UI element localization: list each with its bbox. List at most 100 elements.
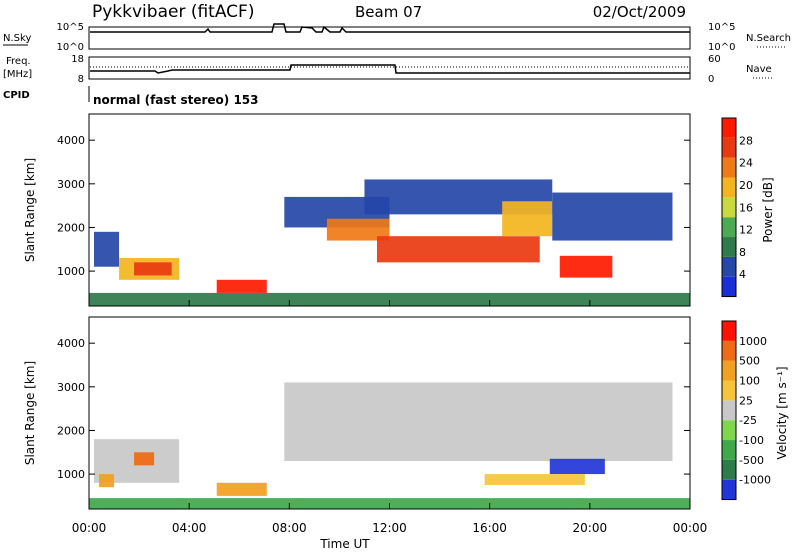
cpid-text: normal (fast stereo) 153 (93, 93, 259, 107)
velocity-echo-region-1 (99, 474, 115, 488)
noise-sky-trace (90, 23, 690, 33)
power-ytick-label: 2000 (57, 221, 85, 234)
power-colorbar-tick: 4 (739, 268, 746, 281)
velocity-echo-region-2 (134, 452, 155, 466)
x-tick-label: 20:00 (573, 521, 608, 535)
velocity-ytick-label: 2000 (57, 424, 85, 437)
power-ytick-label: 3000 (57, 178, 85, 191)
power-colorbar-tick: 16 (739, 201, 753, 214)
x-tick-label: 12:00 (372, 521, 407, 535)
x-tick-label: 00:00 (72, 521, 107, 535)
velocity-colorbar-frame (721, 320, 737, 501)
velocity-colorbar-segment (722, 360, 736, 381)
noise-left-tick-top: 10^5 (57, 22, 84, 33)
x-tick-label: 16:00 (472, 521, 507, 535)
x-axis-label: Time UT (319, 537, 370, 551)
power-echo-region-6 (376, 236, 540, 263)
velocity-colorbar-tick: 25 (739, 394, 753, 407)
nave-label: Nave (746, 64, 772, 75)
power-echo-region-2 (134, 262, 172, 276)
velocity-echo-region-4 (284, 382, 673, 461)
freq-left-tick-top: 18 (71, 54, 84, 65)
power-colorbar-tick: 24 (739, 157, 753, 170)
power-colorbar-segment (722, 237, 736, 257)
velocity-colorbar: 1000 500 100 25 -25 -100 -500 -1000 (721, 320, 771, 501)
power-colorbar-segment (722, 118, 736, 138)
power-colorbar-tick: 20 (739, 179, 753, 192)
x-tick-label: 08:00 (272, 521, 307, 535)
velocity-colorbar-segment (722, 340, 736, 361)
power-colorbar-tick: 8 (739, 246, 746, 259)
freq-label-line1: Freq. (6, 56, 31, 67)
noise-panel: N.Sky 10^5 10^0 10^5 10^0 N.Search (3, 22, 791, 53)
power-colorbar-segment (722, 157, 736, 178)
power-colorbar-tick: 28 (739, 134, 753, 147)
power-y-ticks: 1000 2000 3000 4000 (57, 134, 690, 278)
power-colorbar-tick: 12 (739, 224, 753, 237)
velocity-colorbar-segment (722, 440, 736, 460)
frequency-trace (90, 64, 690, 74)
frequency-panel: Freq. [MHz] 18 8 60 0 Nave (3, 54, 774, 85)
station-title: Pykkvibaer (fitACF) (92, 2, 254, 22)
power-ytick-label: 4000 (57, 134, 85, 147)
noise-sky-label: N.Sky (3, 33, 31, 44)
power-ytick-label: 1000 (57, 265, 85, 278)
power-colorbar-segment (722, 177, 736, 198)
velocity-colorbar-label: Velocity [m s⁻¹] (775, 366, 789, 459)
noise-right-tick-top: 10^5 (708, 22, 735, 33)
velocity-panel: 1000 2000 3000 4000 Slant Range [km] 1000 50… (23, 316, 789, 510)
velocity-heatmap (89, 382, 690, 509)
date-label: 02/Oct/2009 (593, 3, 686, 21)
velocity-colorbar-tick: 100 (739, 375, 760, 388)
cpid-label: CPID (3, 90, 30, 101)
power-echo-region-10 (559, 255, 613, 278)
noise-search-label: N.Search (746, 33, 791, 44)
velocity-ytick-label: 3000 (57, 381, 85, 394)
velocity-colorbar-tick: -500 (739, 454, 764, 467)
power-echo-region-3 (216, 279, 267, 293)
velocity-colorbar-segment (722, 321, 736, 341)
power-colorbar-segment (722, 256, 736, 277)
velocity-ytick-label: 1000 (57, 468, 85, 481)
frequency-panel-frame (88, 56, 691, 80)
velocity-colorbar-tick: 500 (739, 355, 760, 368)
velocity-echo-region-6 (484, 474, 585, 485)
freq-label-line2: [MHz] (3, 69, 32, 80)
velocity-colorbar-segment (722, 380, 736, 401)
power-colorbar: 4 8 12 16 20 24 28 (721, 117, 753, 298)
velocity-colorbar-tick: 1000 (739, 335, 767, 348)
velocity-colorbar-tick: -1000 (739, 474, 771, 487)
noise-right-tick-bottom: 10^0 (708, 42, 735, 53)
power-echo-region-11 (89, 292, 690, 306)
velocity-echo-region-5 (549, 458, 605, 475)
power-colorbar-segment (722, 276, 736, 297)
freq-right-tick-bottom: 0 (708, 74, 714, 85)
velocity-y-ticks: 1000 2000 3000 4000 (57, 337, 690, 481)
velocity-colorbar-segment (722, 459, 736, 480)
noise-panel-frame (88, 26, 691, 50)
beam-label: Beam 07 (355, 3, 422, 21)
power-colorbar-frame (721, 117, 737, 298)
freq-right-tick-top: 60 (708, 54, 721, 65)
power-echo-region-0 (94, 231, 120, 267)
power-colorbar-segment (722, 217, 736, 238)
velocity-colorbar-tick: -100 (739, 434, 764, 447)
power-echo-region-8 (502, 201, 553, 237)
velocity-colorbar-segment (722, 420, 736, 441)
noise-left-tick-bottom: 10^0 (57, 42, 84, 53)
velocity-echo-region-3 (216, 482, 267, 496)
power-colorbar-segment (722, 137, 736, 158)
x-tick-label: 04:00 (172, 521, 207, 535)
power-panel: 1000 2000 3000 4000 Slant Range [km] 4 8 12 16… (23, 113, 775, 307)
velocity-ytick-label: 4000 (57, 337, 85, 350)
time-axis: 00:00 04:00 08:00 12:00 16:00 20:00 00:00 (72, 300, 707, 535)
velocity-ylabel: Slant Range [km] (23, 361, 37, 465)
power-echo-region-5 (326, 218, 390, 241)
power-colorbar-segment (722, 197, 736, 218)
power-colorbar-label: Power [dB] (761, 177, 775, 242)
velocity-colorbar-segment (722, 400, 736, 421)
power-echo-region-9 (552, 192, 673, 241)
power-heatmap (89, 179, 690, 306)
velocity-colorbar-segment (722, 479, 736, 500)
